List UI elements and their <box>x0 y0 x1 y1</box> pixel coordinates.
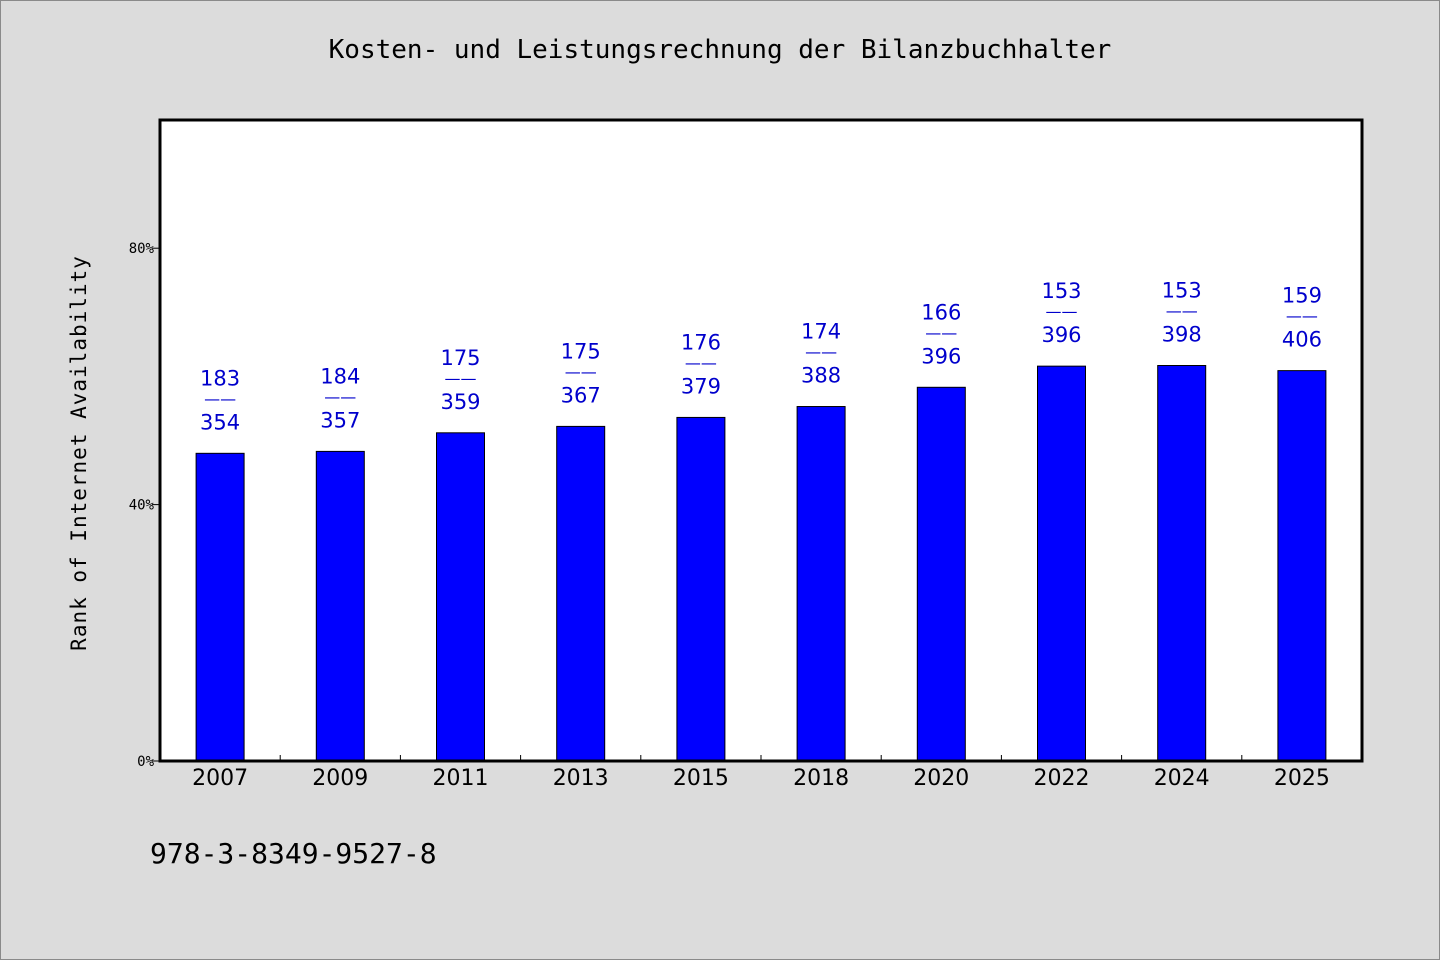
y-tick-label: 40% <box>129 498 155 514</box>
bar <box>1157 365 1207 762</box>
x-tick-label: 2022 <box>1034 766 1090 791</box>
x-tick-label: 2011 <box>433 766 489 791</box>
data-label: 396 <box>921 344 961 368</box>
x-tick-label: 2013 <box>553 766 609 791</box>
data-label: 388 <box>801 364 841 388</box>
data-label: 176 <box>681 330 721 354</box>
data-label: 359 <box>440 390 480 414</box>
data-label-separator: —— <box>565 362 597 381</box>
data-label: 153 <box>1162 279 1202 303</box>
data-label-separator: —— <box>1286 307 1318 326</box>
data-label: 357 <box>320 408 360 432</box>
y-tick-label: 80% <box>129 241 155 257</box>
bar <box>556 425 606 762</box>
data-label-separator: —— <box>925 323 957 342</box>
x-tick-label: 2020 <box>913 766 969 791</box>
bar <box>1277 370 1327 762</box>
data-label: 183 <box>200 366 240 390</box>
data-label: 367 <box>561 383 601 407</box>
bar <box>676 416 726 762</box>
data-label: 159 <box>1282 284 1322 308</box>
data-label: 354 <box>200 410 240 434</box>
data-label: 398 <box>1162 323 1202 347</box>
data-label: 184 <box>320 364 360 388</box>
data-label: 175 <box>561 339 601 363</box>
bar <box>916 386 966 762</box>
data-label-separator: —— <box>445 369 477 388</box>
data-label: 406 <box>1282 328 1322 352</box>
data-label-separator: —— <box>1046 302 1078 321</box>
data-label: 175 <box>440 346 480 370</box>
bar <box>195 452 245 762</box>
data-label: 174 <box>801 320 841 344</box>
x-tick-label: 2024 <box>1154 766 1210 791</box>
x-tick-label: 2025 <box>1274 766 1330 791</box>
data-label: 153 <box>1041 279 1081 303</box>
bar <box>315 450 365 762</box>
bar <box>1037 365 1086 762</box>
bar <box>796 406 846 762</box>
y-tick-label: 0% <box>137 754 154 770</box>
data-label-separator: —— <box>685 353 717 372</box>
data-label: 379 <box>681 374 721 398</box>
data-label-separator: —— <box>204 389 236 408</box>
data-label-separator: —— <box>805 343 837 362</box>
bar <box>436 432 485 762</box>
data-label: 396 <box>1041 323 1081 347</box>
x-tick-label: 2007 <box>192 766 248 791</box>
data-label: 166 <box>921 300 961 324</box>
x-tick-label: 2018 <box>793 766 849 791</box>
data-label-separator: —— <box>324 387 356 406</box>
x-tick-label: 2015 <box>673 766 729 791</box>
x-tick-label: 2009 <box>312 766 368 791</box>
isbn-text: 978-3-8349-9527-8 <box>150 837 437 870</box>
chart-title: Kosten- und Leistungsrechnung der Bilanz… <box>328 35 1112 65</box>
data-label-separator: —— <box>1166 302 1198 321</box>
